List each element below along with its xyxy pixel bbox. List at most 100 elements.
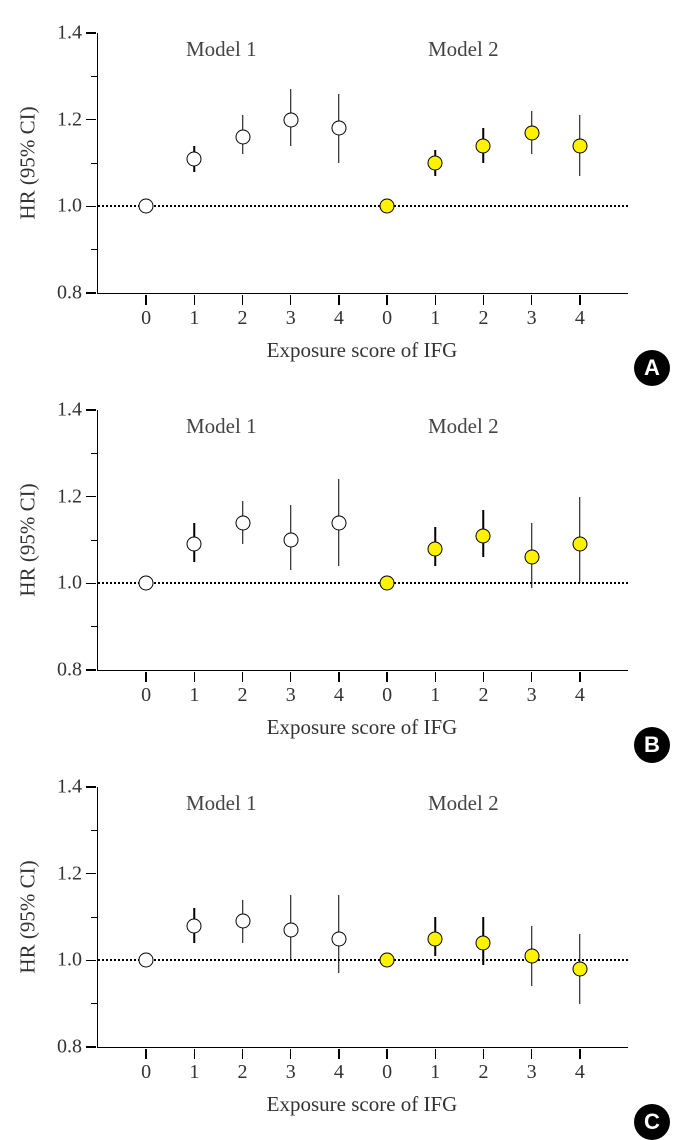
xtick-label: 4 xyxy=(575,293,585,330)
xtick-label: 3 xyxy=(527,293,537,330)
data-point xyxy=(235,130,250,145)
reference-line xyxy=(98,959,628,961)
xtick-label: 3 xyxy=(527,670,537,707)
plot-area: 0.81.01.21.40123401234HR (95% CI)Model 1… xyxy=(97,787,628,1048)
panel-c: 0.81.01.21.40123401234HR (95% CI)Model 1… xyxy=(0,772,690,1132)
data-point xyxy=(139,199,154,214)
xtick-label: 4 xyxy=(334,293,344,330)
xtick-label: 1 xyxy=(189,1047,199,1084)
data-point xyxy=(428,156,443,171)
data-point xyxy=(572,962,587,977)
model-label: Model 2 xyxy=(428,37,499,62)
model-label: Model 2 xyxy=(428,791,499,816)
data-point xyxy=(572,537,587,552)
xtick-label: 4 xyxy=(334,1047,344,1084)
xtick-label: 3 xyxy=(286,1047,296,1084)
xtick-label: 2 xyxy=(478,1047,488,1084)
data-point xyxy=(331,931,346,946)
ytick-label: 1.4 xyxy=(57,399,98,422)
data-point xyxy=(476,528,491,543)
ytick-minor xyxy=(91,1003,97,1004)
data-point xyxy=(380,199,395,214)
data-point xyxy=(331,515,346,530)
xtick-label: 1 xyxy=(430,670,440,707)
xtick-label: 0 xyxy=(382,1047,392,1084)
xtick-label: 2 xyxy=(478,293,488,330)
data-point xyxy=(380,576,395,591)
data-point xyxy=(524,550,539,565)
panel-badge: B xyxy=(634,727,670,763)
data-point xyxy=(524,949,539,964)
xtick-label: 0 xyxy=(141,670,151,707)
ytick-minor xyxy=(91,249,97,250)
x-axis-label: Exposure score of IFG xyxy=(267,715,458,740)
xtick-label: 2 xyxy=(238,293,248,330)
xtick-label: 2 xyxy=(478,670,488,707)
panel-a: 0.8 1.0 1.2 1.4 0 1 2 3 4 0 1 2 3 4 HR (95% CI) Model 1… xyxy=(0,18,690,378)
ytick-label: 1.2 xyxy=(57,862,98,885)
data-point xyxy=(139,953,154,968)
data-point xyxy=(283,112,298,127)
ytick-minor xyxy=(91,163,97,164)
data-point xyxy=(476,138,491,153)
y-axis-label: HR (95% CI) xyxy=(16,106,41,219)
xtick-label: 4 xyxy=(334,670,344,707)
data-point xyxy=(187,537,202,552)
panel-badge: C xyxy=(634,1104,670,1140)
data-point xyxy=(428,931,443,946)
xtick-label: 4 xyxy=(575,1047,585,1084)
data-point xyxy=(187,918,202,933)
ytick-minor xyxy=(91,917,97,918)
ytick-minor xyxy=(91,626,97,627)
ytick-label: 1.2 xyxy=(57,108,98,131)
ytick-minor xyxy=(91,76,97,77)
xtick-label: 2 xyxy=(238,670,248,707)
plot-area: 0.81.01.21.40123401234HR (95% CI)Model 1… xyxy=(97,410,628,671)
ytick-label: 1.0 xyxy=(57,572,98,595)
ytick-label: 0.8 xyxy=(57,1036,98,1059)
panel-badge: A xyxy=(634,350,670,386)
ytick-label: 0.8 xyxy=(57,282,98,305)
xtick-label: 0 xyxy=(141,1047,151,1084)
xtick-label: 0 xyxy=(141,293,151,330)
data-point xyxy=(235,914,250,929)
data-point xyxy=(283,533,298,548)
xtick-label: 0 xyxy=(382,293,392,330)
ytick-label: 1.0 xyxy=(57,195,98,218)
xtick-label: 1 xyxy=(430,1047,440,1084)
data-point xyxy=(331,121,346,136)
data-point xyxy=(380,953,395,968)
xtick-label: 3 xyxy=(527,1047,537,1084)
reference-line xyxy=(98,205,628,207)
xtick-label: 4 xyxy=(575,670,585,707)
data-point xyxy=(139,576,154,591)
data-point xyxy=(187,151,202,166)
xtick-label: 1 xyxy=(430,293,440,330)
model-label: Model 1 xyxy=(186,37,257,62)
model-label: Model 2 xyxy=(428,414,499,439)
xtick-label: 1 xyxy=(189,293,199,330)
ytick-label: 1.4 xyxy=(57,22,98,45)
data-point xyxy=(476,936,491,951)
figure-root: 0.8 1.0 1.2 1.4 0 1 2 3 4 0 1 2 3 4 HR (95% CI) Model 1… xyxy=(0,0,690,1126)
ytick-minor xyxy=(91,540,97,541)
ytick-label: 1.4 xyxy=(57,776,98,799)
panel-b: 0.81.01.21.40123401234HR (95% CI)Model 1… xyxy=(0,395,690,755)
ytick-minor xyxy=(91,453,97,454)
data-point xyxy=(428,541,443,556)
data-point xyxy=(572,138,587,153)
ytick-minor xyxy=(91,830,97,831)
data-point xyxy=(283,923,298,938)
plot-area: 0.81.01.21.40123401234HR (95% CI)Model 1… xyxy=(97,33,628,294)
data-point xyxy=(524,125,539,140)
xtick-label: 2 xyxy=(238,1047,248,1084)
y-axis-label: HR (95% CI) xyxy=(16,860,41,973)
xtick-label: 3 xyxy=(286,670,296,707)
xtick-label: 3 xyxy=(286,293,296,330)
ytick-label: 0.8 xyxy=(57,659,98,682)
data-point xyxy=(235,515,250,530)
x-axis-label: Exposure score of IFG xyxy=(267,338,458,363)
y-axis-label: HR (95% CI) xyxy=(16,483,41,596)
model-label: Model 1 xyxy=(186,414,257,439)
ytick-label: 1.0 xyxy=(57,949,98,972)
